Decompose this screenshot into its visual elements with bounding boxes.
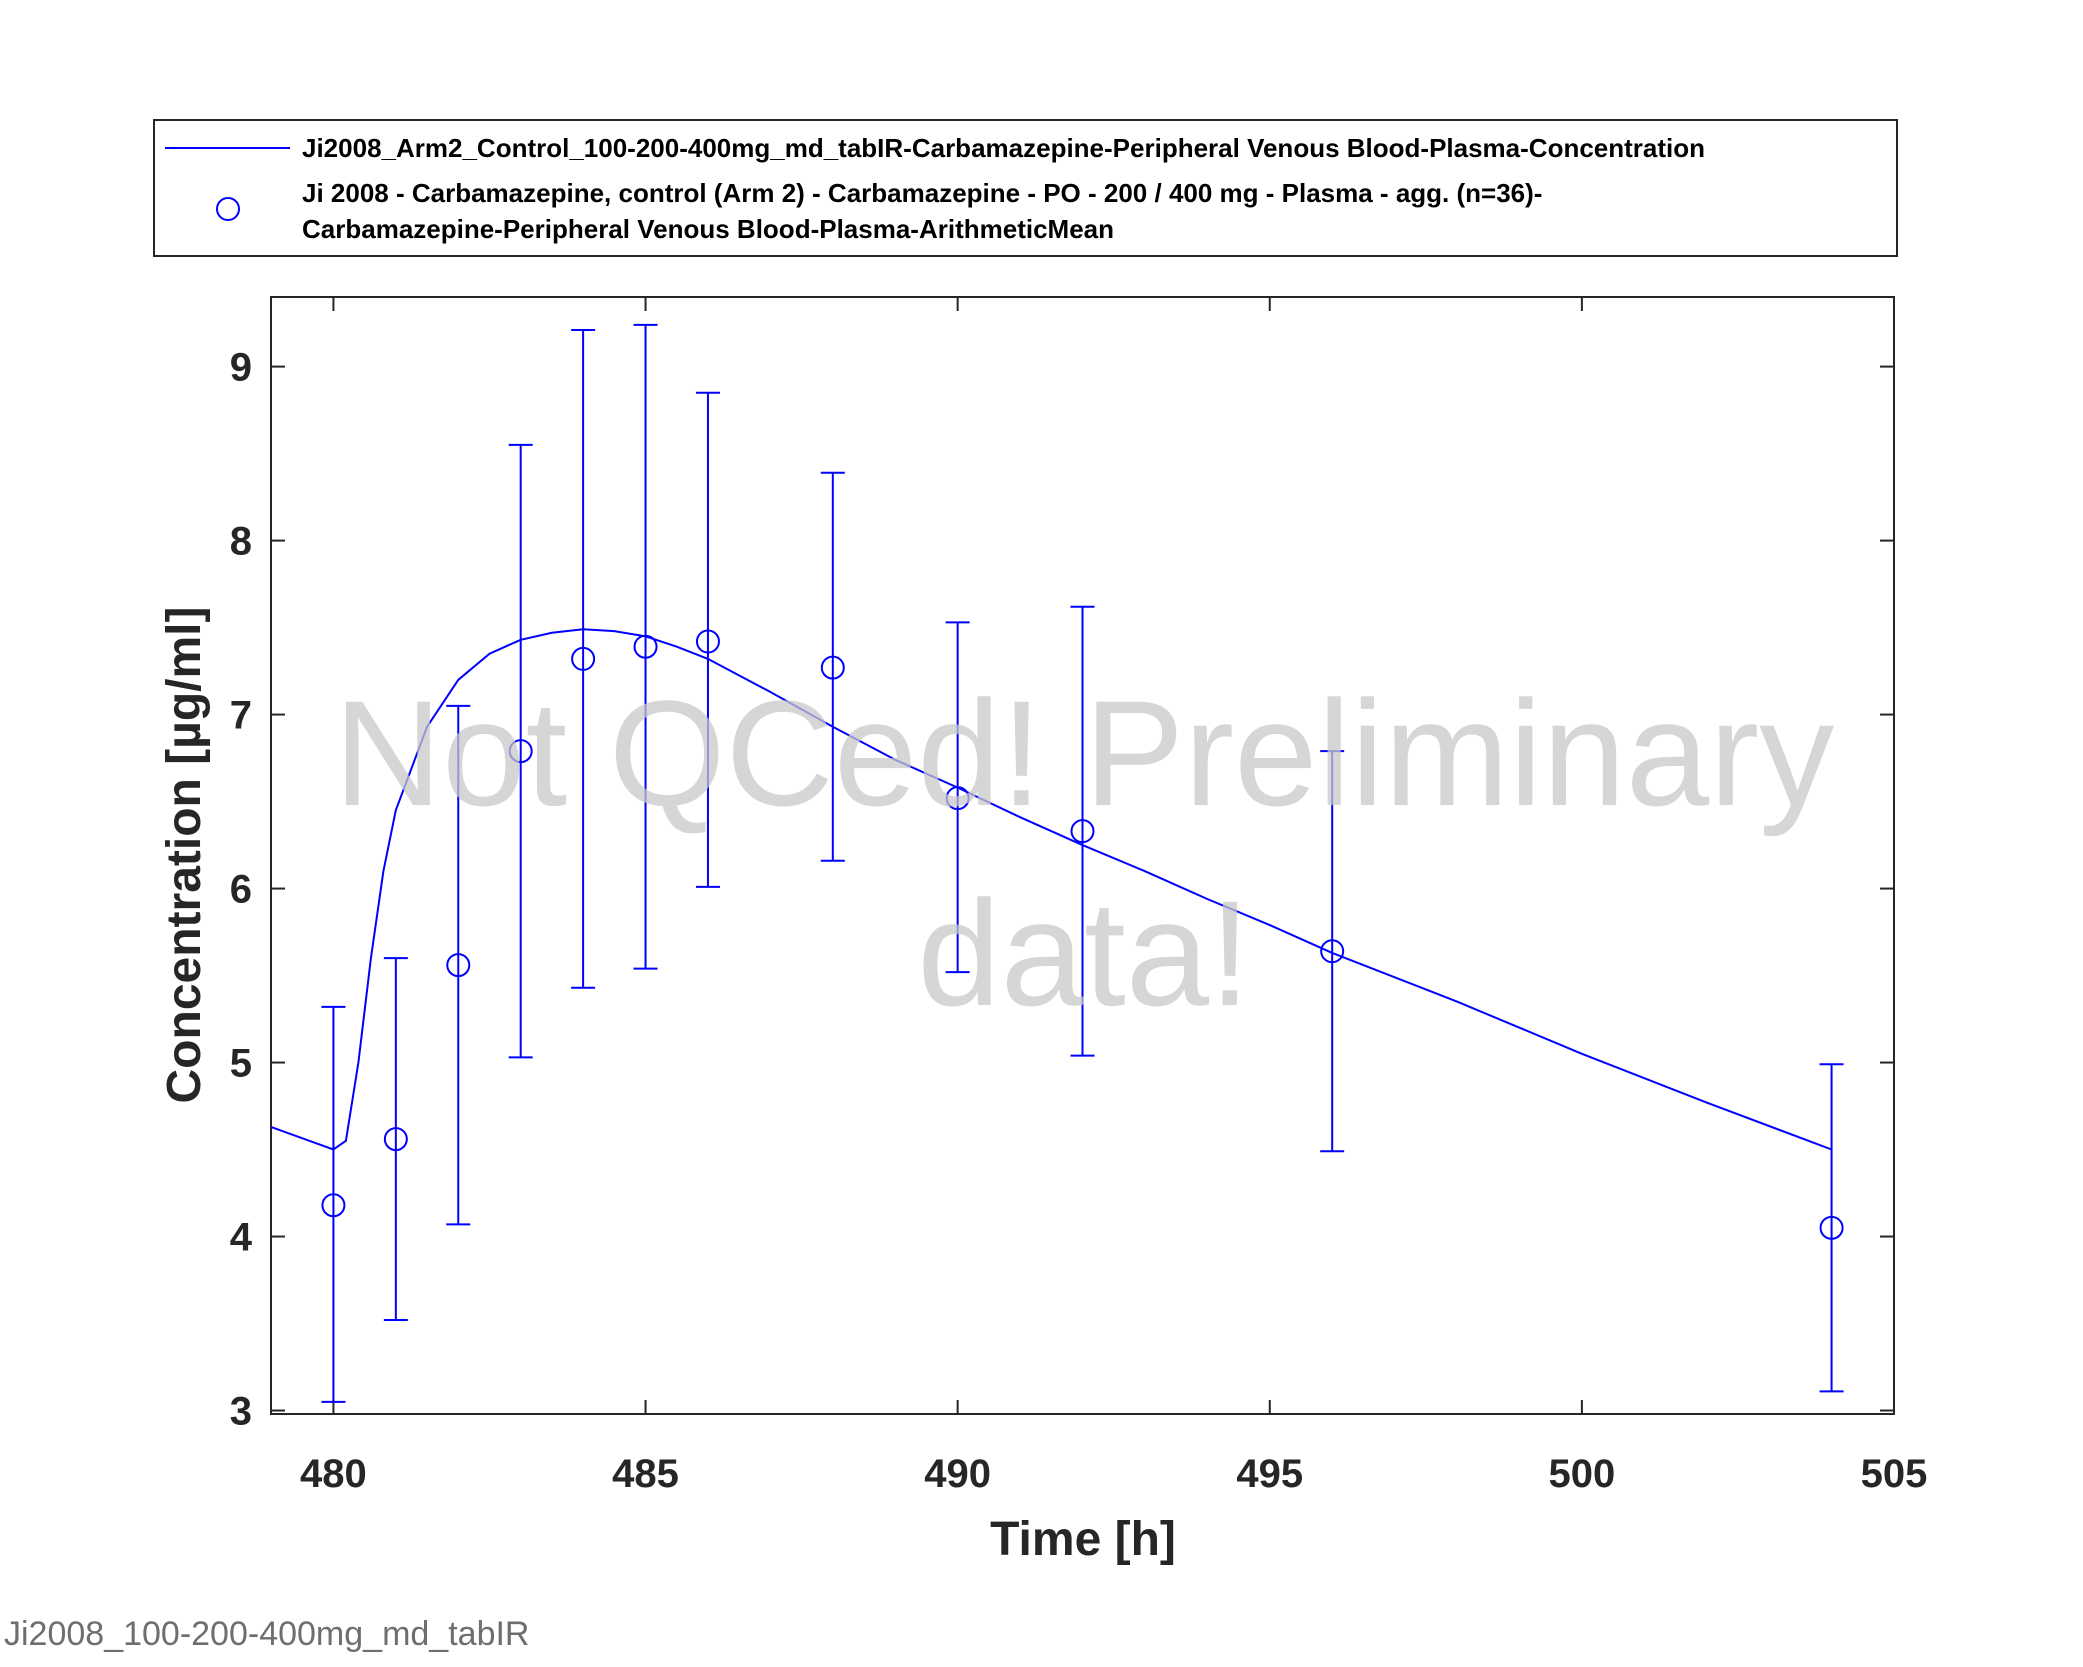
x-tick-label: 480 (300, 1452, 367, 1496)
observed-point-marker (508, 739, 533, 764)
observed-point-marker (571, 646, 596, 671)
observed-point-group (383, 957, 408, 1322)
tick-marks (271, 297, 1895, 1414)
watermark-line-1: Not QCed! Preliminary (334, 669, 1834, 837)
observed-point-marker (820, 655, 845, 680)
observed-point-group (695, 391, 720, 888)
observed-point-group (1819, 1063, 1844, 1393)
y-tick-label: 5 (230, 1042, 252, 1086)
observed-points (321, 323, 1844, 1403)
simulated-curve (270, 628, 1832, 1151)
observed-point-marker (695, 629, 720, 654)
observed-point-group (1070, 605, 1095, 1057)
observed-point-group (571, 329, 596, 989)
observed-point-marker (446, 953, 471, 978)
x-tick-label: 500 (1549, 1452, 1616, 1496)
legend-entry-2-line-1: Ji 2008 - Carbamazepine, control (Arm 2)… (302, 178, 1542, 208)
footer-label: Ji2008_100-200-400mg_md_tabIR (4, 1615, 529, 1653)
y-tick-label: 7 (230, 694, 252, 738)
simulated-curve-line (270, 628, 1832, 1151)
x-tick-label: 495 (1236, 1452, 1303, 1496)
y-axis-title: Concentration [µg/ml] (158, 607, 211, 1104)
watermark-line-2: data! (917, 869, 1251, 1037)
x-tick-label: 490 (924, 1452, 991, 1496)
observed-point-marker (1819, 1215, 1844, 1240)
legend-box (153, 119, 1898, 257)
observed-point-marker (1070, 819, 1095, 844)
x-tick-label: 485 (612, 1452, 679, 1496)
observed-point-group (633, 323, 658, 970)
observed-point-marker (1320, 939, 1345, 964)
observed-point-marker (945, 786, 970, 811)
y-tick-label: 9 (230, 346, 252, 390)
x-tick-label: 505 (1861, 1452, 1928, 1496)
observed-point-group (446, 704, 471, 1226)
y-tick-label: 3 (230, 1390, 252, 1434)
observed-point-group (321, 1005, 346, 1403)
legend-entry-2-line-2: Carbamazepine-Peripheral Venous Blood-Pl… (302, 214, 1114, 244)
tick-labels: 480 485 490 495 500 505 3 4 5 6 7 8 9 (230, 346, 1928, 1496)
y-tick-label: 6 (230, 868, 252, 912)
observed-point-marker (633, 634, 658, 659)
y-tick-label: 8 (230, 520, 252, 564)
legend-entry-1-line-1: Ji2008_Arm2_Control_100-200-400mg_md_tab… (302, 133, 1705, 163)
observed-point-marker (383, 1127, 408, 1152)
observed-point-group (820, 471, 845, 862)
x-axis-title: Time [h] (990, 1513, 1176, 1566)
observed-point-group (945, 621, 970, 974)
observed-point-group (508, 443, 533, 1059)
legend-marker-swatch (216, 197, 240, 221)
observed-point-marker (321, 1193, 346, 1218)
observed-point-group (1320, 750, 1345, 1153)
y-tick-label: 4 (230, 1216, 253, 1260)
